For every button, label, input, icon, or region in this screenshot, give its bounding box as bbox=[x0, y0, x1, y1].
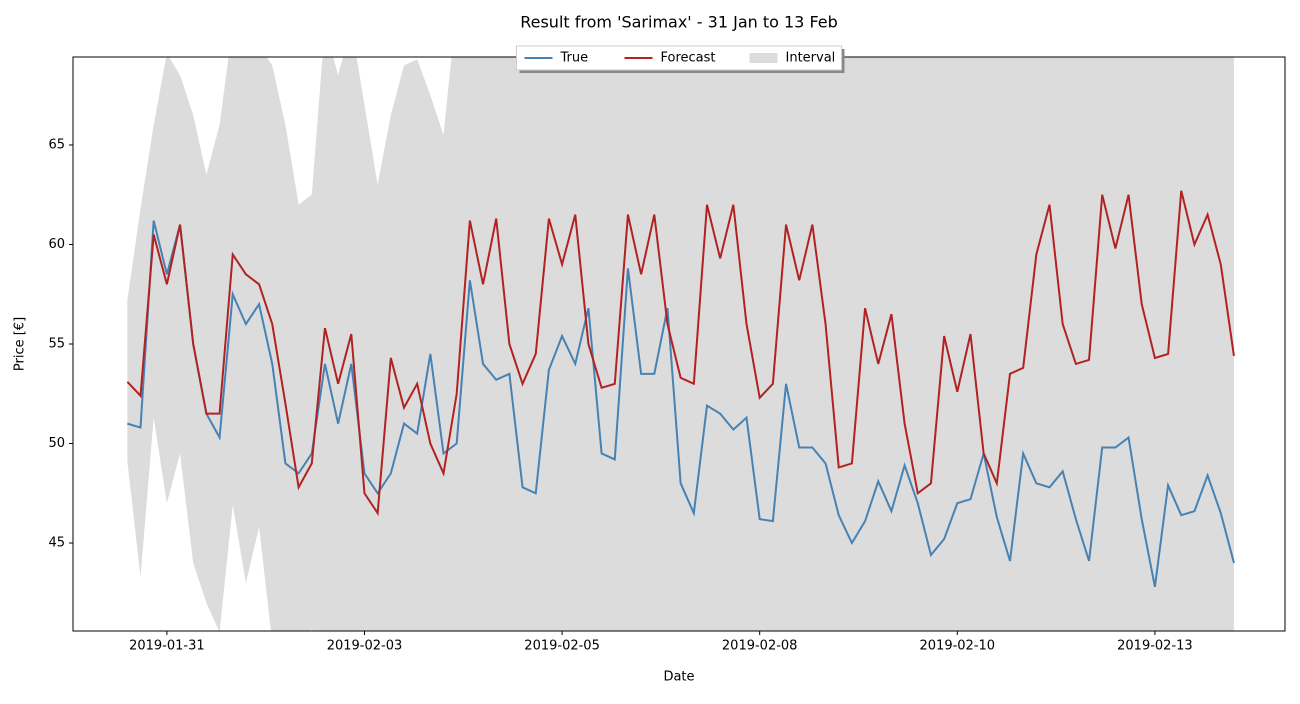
plot-area bbox=[126, 57, 1235, 631]
y-tick-label: 60 bbox=[48, 237, 65, 252]
legend-swatch bbox=[749, 53, 778, 63]
x-tick-label: 2019-02-03 bbox=[327, 639, 403, 654]
legend-label: Forecast bbox=[661, 51, 716, 66]
y-tick-label: 55 bbox=[48, 337, 65, 352]
x-tick-label: 2019-02-05 bbox=[524, 639, 600, 654]
y-tick-label: 45 bbox=[48, 536, 65, 551]
series-line bbox=[126, 190, 1235, 517]
y-tick-label: 65 bbox=[48, 137, 65, 152]
x-tick-label: 2019-02-08 bbox=[722, 639, 798, 654]
x-tick-label: 2019-01-31 bbox=[129, 639, 205, 654]
x-axis-label: Date bbox=[663, 670, 694, 685]
x-tick-label: 2019-02-13 bbox=[1117, 639, 1193, 654]
legend-label: Interval bbox=[786, 51, 836, 66]
y-axis-label: Price [€] bbox=[13, 317, 28, 371]
legend-label: True bbox=[560, 51, 589, 66]
x-tick-label: 2019-02-10 bbox=[920, 639, 996, 654]
y-tick-label: 50 bbox=[48, 436, 65, 451]
legend-box bbox=[516, 45, 842, 71]
interval-area bbox=[127, 57, 1234, 631]
chart-title: Result from 'Sarimax' - 31 Jan to 13 Feb bbox=[520, 13, 838, 32]
